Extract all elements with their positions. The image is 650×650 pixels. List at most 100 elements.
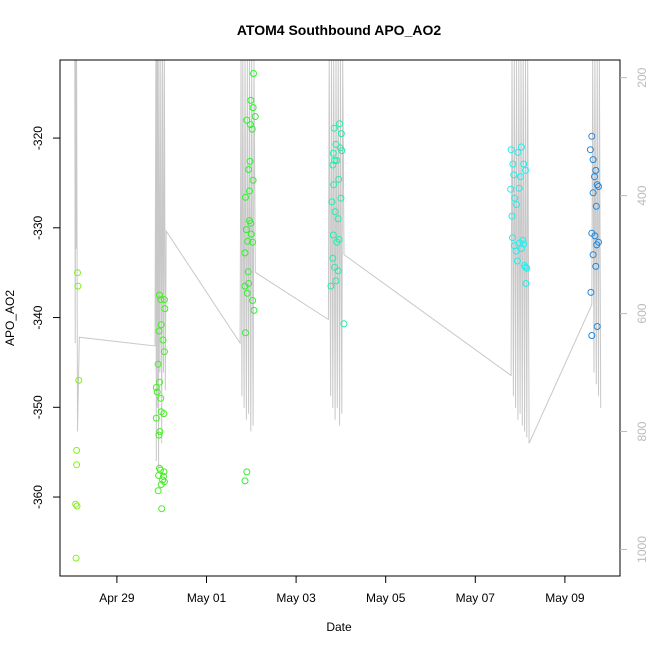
data-point: [249, 238, 257, 246]
data-point: [153, 388, 161, 396]
series-4: [507, 143, 531, 287]
data-point: [243, 116, 251, 124]
data-point: [251, 113, 259, 120]
series-2: [241, 70, 259, 485]
data-point: [244, 268, 252, 276]
data-point: [328, 198, 336, 206]
data-point: [335, 175, 343, 183]
data-point: [522, 166, 529, 174]
data-point: [330, 181, 338, 189]
data-point: [592, 202, 600, 210]
data-point: [72, 500, 80, 508]
data-point: [152, 384, 160, 391]
data-point: [74, 269, 81, 277]
data-point: [160, 468, 168, 476]
data-point: [340, 320, 348, 328]
data-point: [332, 277, 340, 285]
data-point: [520, 160, 528, 168]
x-axis-label: Date: [326, 620, 352, 634]
data-point: [245, 166, 253, 173]
data-point: [249, 176, 257, 184]
series-1: [152, 291, 169, 513]
data-point: [247, 219, 255, 227]
data-point: [507, 185, 515, 193]
data-point: [247, 96, 255, 104]
data-point: [329, 149, 337, 157]
data-point: [335, 236, 343, 243]
data-point: [517, 143, 525, 151]
y-tick-label: -340: [31, 305, 45, 329]
data-point: [73, 446, 81, 454]
data-point: [523, 264, 531, 272]
data-point: [157, 321, 165, 329]
x-tick-label: Apr 29: [99, 591, 135, 605]
data-point: [507, 146, 515, 154]
y-right-tick-label: 400: [635, 185, 649, 205]
data-point: [513, 257, 521, 265]
data-point: [155, 327, 163, 335]
data-point: [250, 70, 257, 77]
data-points-layer: [72, 70, 602, 562]
data-point: [159, 476, 167, 484]
data-point: [155, 431, 163, 439]
data-point: [517, 173, 524, 181]
data-point: [510, 171, 518, 179]
data-point: [161, 305, 169, 313]
data-point: [155, 472, 163, 479]
series-3: [327, 120, 348, 328]
data-point: [156, 291, 163, 299]
data-point: [241, 249, 249, 257]
data-point: [75, 376, 83, 384]
data-point: [156, 428, 164, 435]
data-point: [331, 263, 339, 271]
data-point: [589, 251, 597, 259]
data-point: [519, 236, 527, 244]
data-point: [593, 181, 601, 189]
data-point: [157, 296, 165, 304]
data-point: [333, 157, 341, 164]
data-point: [329, 254, 337, 262]
y-right-tick-label: 800: [635, 421, 649, 441]
data-point: [508, 212, 516, 220]
data-point: [248, 125, 256, 133]
data-point: [331, 208, 339, 216]
data-point: [336, 120, 344, 128]
data-point: [73, 502, 81, 510]
data-point: [595, 183, 602, 190]
y-right-tick-label: 1000: [635, 536, 649, 563]
data-point: [158, 505, 166, 513]
data-point: [593, 323, 601, 330]
data-point: [246, 121, 254, 129]
data-point: [246, 157, 254, 165]
data-point: [73, 461, 81, 469]
data-point: [515, 184, 523, 192]
y-right-tick-label: 200: [635, 67, 649, 87]
data-point: [327, 282, 335, 290]
y-tick-label: -360: [31, 485, 45, 509]
series-5: [586, 132, 602, 339]
data-point: [511, 194, 519, 202]
x-tick-label: May 07: [456, 591, 496, 605]
x-tick-label: May 05: [366, 591, 406, 605]
data-point: [160, 410, 168, 418]
data-point: [241, 477, 249, 485]
data-point: [242, 226, 250, 234]
x-tick-label: May 03: [276, 591, 316, 605]
y-tick-label: -330: [31, 215, 45, 239]
data-point: [330, 124, 338, 132]
data-point: [334, 215, 342, 223]
y-tick-label: -350: [31, 395, 45, 419]
data-point: [509, 160, 517, 168]
x-tick-label: May 09: [545, 591, 585, 605]
data-point: [522, 263, 529, 271]
data-point: [592, 166, 600, 174]
data-point: [338, 147, 346, 155]
data-point: [160, 296, 168, 304]
data-point: [513, 201, 520, 208]
data-point: [249, 297, 257, 304]
data-point: [591, 232, 599, 240]
y-axis-right: 200 400 600 800 1000: [620, 67, 649, 563]
data-point: [157, 481, 165, 488]
series-0: [72, 269, 83, 562]
